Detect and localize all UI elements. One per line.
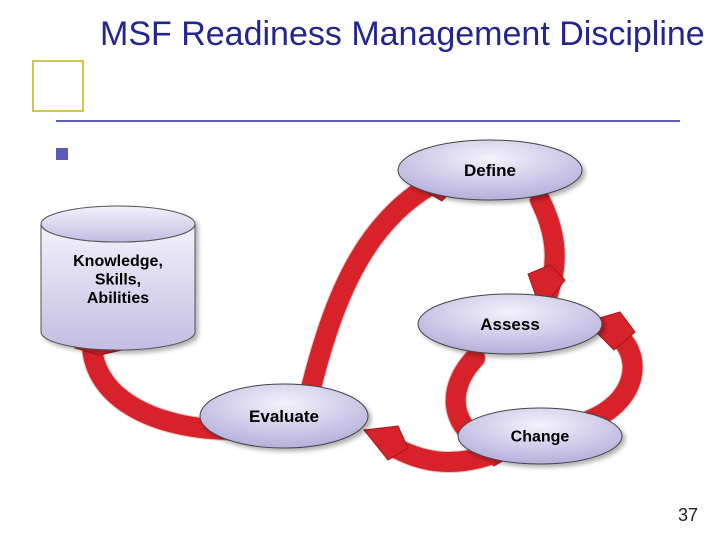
node-change-label: Change: [511, 429, 570, 446]
node-cylinder: Knowledge,Skills,Abilities: [41, 206, 195, 350]
arrow-define-to-assess: [528, 200, 565, 310]
diagram-canvas: Define Assess Change Evaluate Knowledge,Skil…: [0, 0, 720, 540]
node-define-label: Define: [464, 161, 516, 180]
node-define: Define: [398, 140, 582, 200]
page-number: 37: [678, 505, 698, 526]
slide: { "title": "MSF Readiness Management Dis…: [0, 0, 720, 540]
node-change: Change: [458, 408, 622, 464]
node-evaluate: Evaluate: [200, 384, 368, 448]
node-assess-label: Assess: [480, 315, 540, 334]
node-evaluate-label: Evaluate: [249, 407, 319, 426]
node-assess: Assess: [418, 294, 602, 354]
arrow-evaluate-to-define: [308, 165, 475, 400]
